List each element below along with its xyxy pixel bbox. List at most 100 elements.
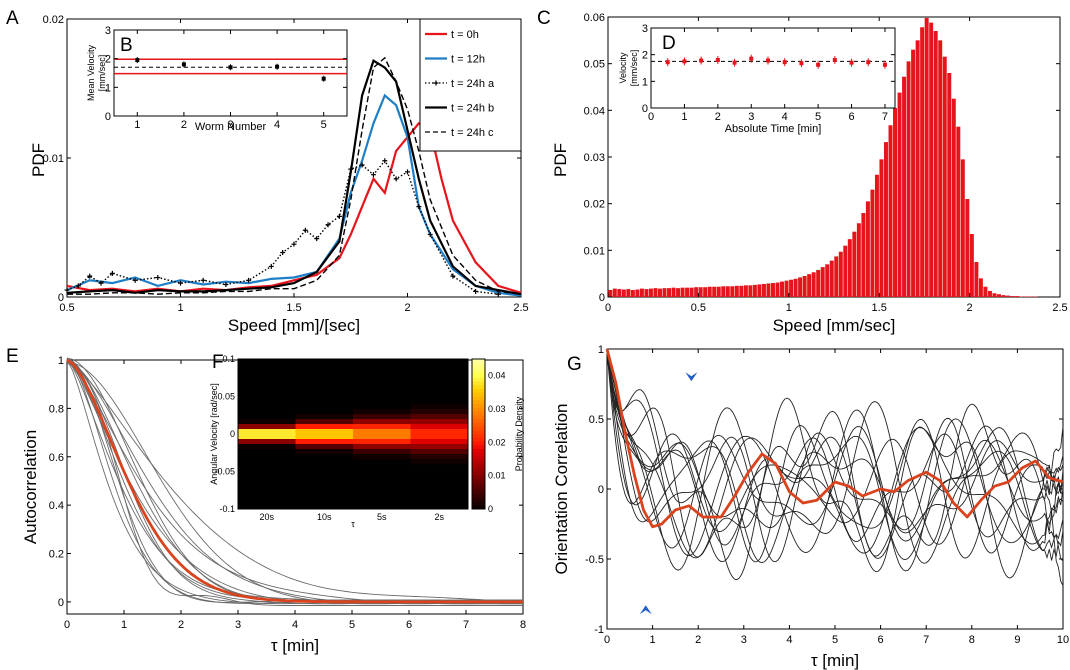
legend	[419, 18, 522, 152]
y-tick-label: -0.5	[585, 554, 604, 566]
bar	[834, 256, 839, 297]
y-axis-label: Angular Velocity [rad/sec]	[209, 383, 219, 485]
bar	[775, 282, 780, 297]
y-tick-label: 0.01	[43, 153, 64, 165]
data-point	[715, 58, 720, 62]
x-tick-label: 6	[406, 619, 412, 631]
x-tick-label: 2	[967, 302, 973, 314]
y-tick-label: 0.8	[49, 403, 64, 415]
x-tick-label: 3	[227, 119, 233, 131]
bar	[734, 285, 739, 297]
bar	[861, 213, 866, 297]
bar	[870, 189, 875, 297]
y-tick-label: 0.02	[43, 14, 64, 26]
colorbar-step	[472, 441, 485, 446]
bar	[874, 174, 879, 297]
x-axis-label: τ	[351, 519, 355, 529]
data-point	[782, 60, 787, 65]
heatmap-cell	[353, 414, 411, 420]
colorbar-step	[472, 464, 485, 469]
x-tick-label: 0.5	[691, 302, 706, 314]
sample-curve	[606, 351, 1064, 586]
series-line-4	[67, 56, 522, 295]
bar	[680, 287, 685, 297]
colorbar-step	[472, 445, 485, 450]
bar	[897, 92, 902, 297]
x-tick-label: 5	[832, 634, 838, 646]
y-tick-label: 2	[105, 54, 111, 66]
series-point	[75, 283, 81, 289]
bar	[657, 288, 662, 297]
y-tick-label: 3	[105, 25, 111, 37]
bar	[938, 40, 943, 297]
heatmap-cell	[410, 454, 469, 460]
plot-area	[606, 348, 1064, 630]
x-tick-label: 0	[604, 634, 610, 646]
x-tick-label: 2	[178, 619, 184, 631]
series-point	[246, 277, 252, 283]
x-tick-label: 6	[848, 111, 854, 123]
bar	[716, 286, 721, 297]
panel-letter: E	[6, 346, 19, 367]
y-tick-label: 0.4	[49, 500, 64, 512]
colorbar-step	[472, 419, 485, 424]
bar	[770, 283, 775, 297]
colorbar-step	[472, 490, 485, 495]
x-tick-label: 2	[695, 634, 701, 646]
bar	[906, 61, 911, 298]
heatmap-cell	[238, 444, 296, 450]
y-label-line: Mean Velocity	[86, 44, 96, 101]
panel-a: A 0.5 1 1.5 2 2.5 0 0.01 0.02 Speed [mm]/[sec] PDF…	[6, 8, 529, 335]
mean-curve	[605, 348, 1064, 529]
series-point	[405, 169, 410, 175]
panel-letter: C	[537, 8, 551, 29]
bar	[924, 17, 929, 298]
y-label-line: Velocity	[618, 52, 628, 84]
x-tick-label: 1	[650, 634, 656, 646]
colorbar-step	[472, 449, 485, 454]
heatmap-cell	[353, 419, 411, 425]
heatmap-cell	[410, 409, 469, 415]
series-point	[98, 280, 104, 286]
colorbar-tick-label: 0.03	[488, 404, 506, 414]
heatmap-cell	[295, 444, 354, 450]
bar	[974, 262, 979, 297]
x-tick-label: 3	[741, 634, 747, 646]
x-tick-label: 2	[715, 111, 721, 123]
heatmap-cell	[238, 429, 296, 435]
y-tick-label: 0	[598, 484, 604, 496]
bar	[703, 287, 708, 297]
data-point	[275, 64, 280, 69]
arrowhead-marker	[685, 372, 698, 382]
mean-curve	[66, 358, 523, 604]
x-tick-label: 1	[134, 119, 140, 131]
y-tick-label: 0.04	[584, 105, 605, 117]
x-tick-label: 1	[681, 111, 687, 123]
heatmap-cell	[410, 414, 469, 420]
x-tick-label: 7	[882, 111, 888, 123]
legend-label-0: t = 0h	[451, 29, 479, 41]
colorbar-step	[472, 426, 485, 431]
x-axis-label: Worm Number	[195, 121, 267, 133]
series-line-2	[66, 159, 499, 295]
bar	[667, 288, 672, 297]
series-point	[416, 204, 422, 210]
y-tick-label: 0.06	[584, 12, 605, 24]
y-tick-label: -1	[594, 624, 604, 636]
colorbar-step	[472, 362, 485, 367]
legend-marker	[433, 80, 439, 86]
bar	[630, 290, 635, 297]
data-point	[749, 56, 754, 61]
colorbar-step	[472, 501, 485, 506]
heatmap-cell	[353, 444, 411, 450]
panel-c: C 0 0.5 1 1.5 2 2.5 0 0.01 0.02 0.03 0.04 0.05 0.06 Sp…	[537, 8, 1068, 335]
series-point	[268, 263, 274, 269]
x-tick-label: 2	[404, 302, 410, 314]
x-tick-label: 6	[878, 634, 884, 646]
bar	[847, 239, 852, 297]
bar	[1015, 296, 1020, 297]
bar	[621, 289, 626, 297]
